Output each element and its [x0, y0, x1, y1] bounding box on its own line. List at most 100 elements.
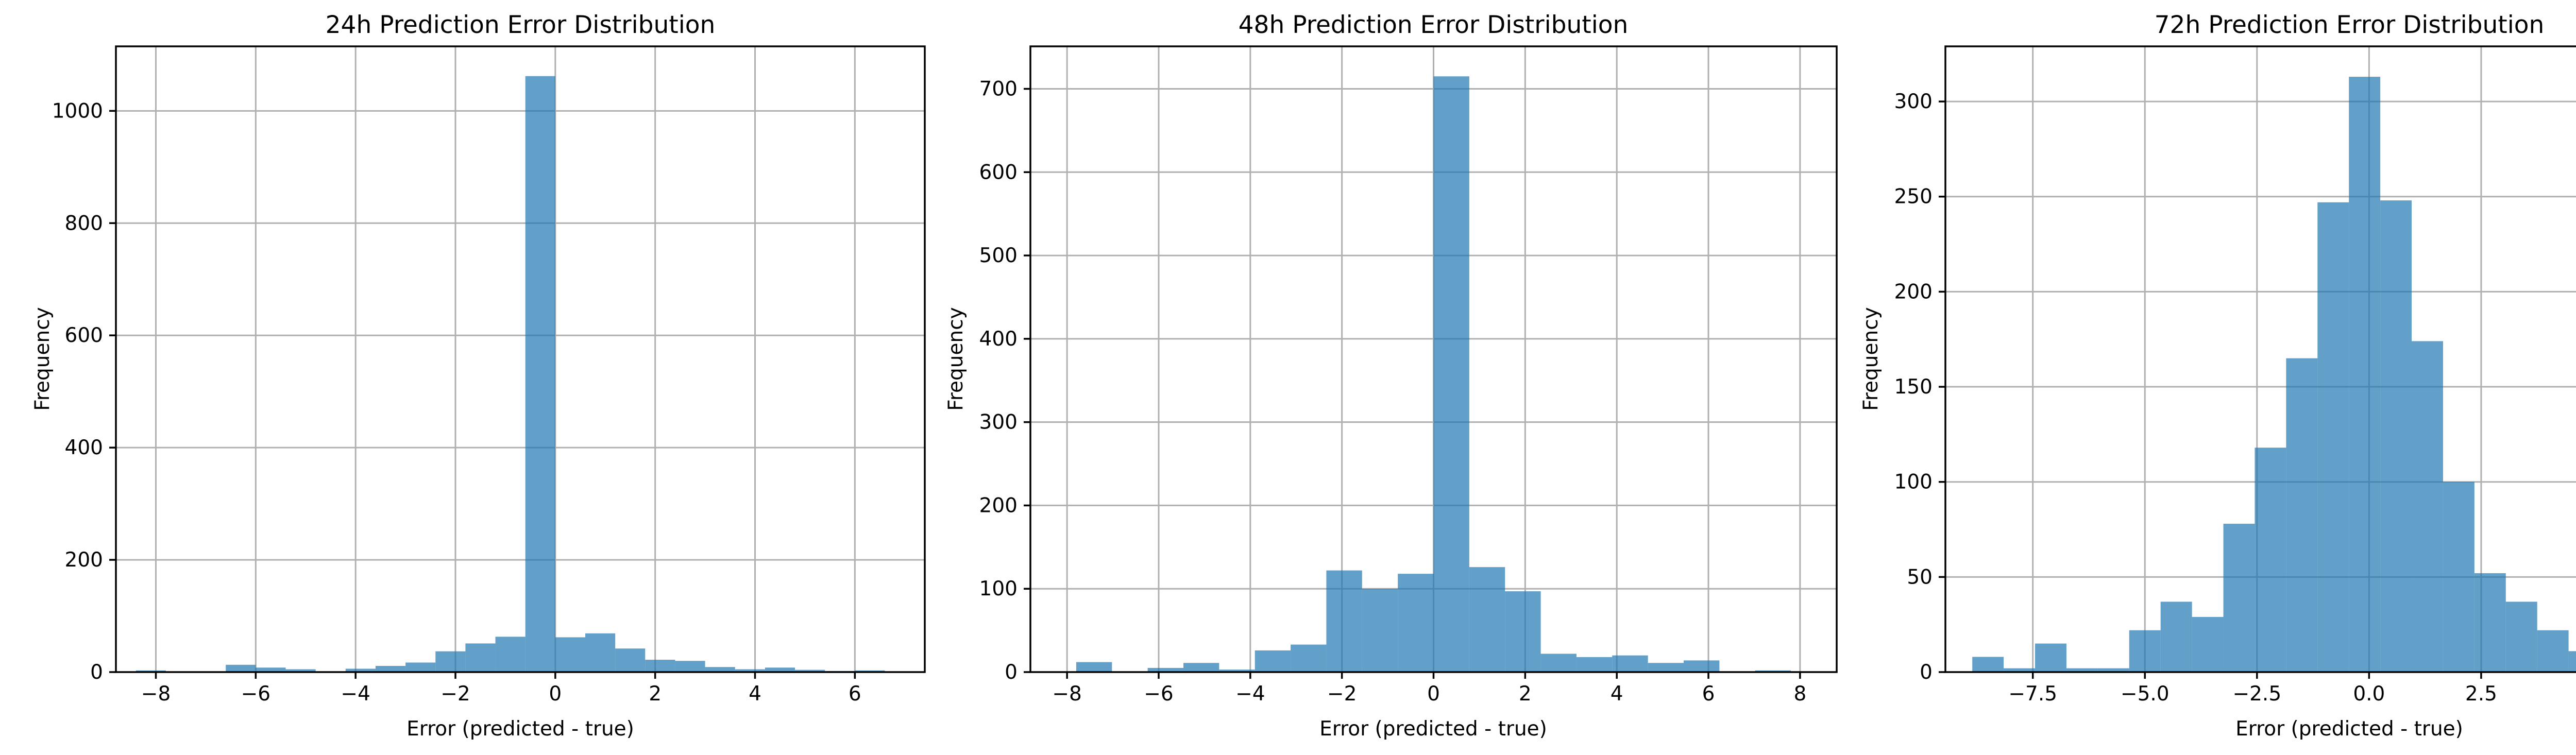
chart-title-48h: 48h Prediction Error Distribution — [1239, 11, 1629, 39]
x-tick-label: 4 — [1611, 682, 1623, 706]
histogram-bar — [2505, 602, 2537, 672]
axes-frame — [1944, 45, 2576, 673]
y-tick-label: 300 — [1894, 90, 1933, 113]
y-tick-label: 200 — [65, 548, 103, 572]
histogram-bar — [795, 670, 825, 672]
x-tick-label: −6 — [241, 682, 271, 706]
x-tick-label: −4 — [1235, 682, 1265, 706]
histogram-bar — [2349, 77, 2381, 673]
x-tick-label: −6 — [1144, 682, 1174, 706]
axes-frame — [115, 45, 926, 673]
histogram-bar — [2443, 482, 2475, 672]
grid-24h — [116, 46, 925, 673]
x-tick-label: 0 — [1427, 682, 1440, 706]
x-tick-label: −8 — [141, 682, 171, 706]
histogram-bar — [585, 633, 616, 672]
histogram-bar — [2286, 358, 2318, 672]
histogram-bar — [2412, 341, 2443, 672]
histogram-bar — [2568, 651, 2576, 672]
y-tick-label: 400 — [65, 436, 103, 459]
histogram-bar — [1612, 655, 1648, 672]
y-tick-label: 250 — [1894, 185, 1933, 209]
histogram-bar — [1972, 657, 2004, 672]
histogram-bar — [615, 648, 646, 672]
histogram-bar — [2380, 200, 2412, 672]
histogram-bar — [1147, 667, 1183, 672]
x-tick-label: −2 — [440, 682, 470, 706]
y-tick-label: 0 — [1920, 661, 1933, 684]
bars-24h — [135, 76, 885, 672]
histogram-bar — [435, 651, 466, 672]
y-tick-label: 0 — [1005, 661, 1018, 684]
histogram-bar — [525, 76, 555, 672]
x-tick-label: −4 — [341, 682, 370, 706]
histogram-bar — [1684, 660, 1720, 672]
bars-72h — [1972, 77, 2576, 673]
x-tick-label: 6 — [849, 682, 861, 706]
histogram-bar — [1183, 663, 1219, 672]
y-tick-label: 150 — [1894, 375, 1933, 399]
x-tick-label: 2 — [649, 682, 662, 706]
y-tick-label: 1000 — [52, 99, 103, 123]
histogram-48h: −8 −6 −4 −2 0 2 4 6 8 0 100 200 300 400 500 600 700 48h … — [944, 11, 1838, 741]
y-tick-label: 50 — [1907, 565, 1933, 589]
x-tick-label: −8 — [1052, 682, 1082, 706]
x-tick-label: 0 — [549, 682, 562, 706]
histogram-bar — [2066, 668, 2098, 672]
y-tick-label: 600 — [65, 324, 103, 347]
y-axis-label-48h: Frequency — [944, 307, 968, 410]
histogram-bar — [735, 669, 765, 672]
histogram-bar — [2004, 668, 2036, 672]
y-tick-label: 100 — [979, 577, 1018, 600]
chart-title-72h: 72h Prediction Error Distribution — [2155, 11, 2545, 39]
y-tick-label: 500 — [979, 244, 1018, 267]
histogram-bar — [1398, 574, 1434, 672]
histogram-bar — [465, 643, 496, 672]
y-tick-label: 400 — [979, 328, 1018, 351]
histogram-bar — [2537, 630, 2569, 672]
histogram-bar — [2474, 573, 2506, 672]
histogram-bar — [2097, 668, 2129, 672]
x-tick-label: −7.5 — [2008, 682, 2057, 706]
histogram-bar — [1469, 567, 1505, 672]
histogram-bar — [1648, 663, 1684, 672]
histogram-bar — [285, 669, 316, 672]
histogram-bar — [345, 668, 376, 672]
x-tick-label: −5.0 — [2121, 682, 2170, 706]
x-tick-label: 6 — [1702, 682, 1715, 706]
histogram-bar — [2035, 643, 2066, 672]
y-tick-label: 700 — [979, 78, 1018, 101]
histogram-bar — [2317, 202, 2349, 672]
histogram-24h: −8 −6 −4 −2 0 2 4 6 0 200 400 600 800 1000 24h Predic… — [31, 11, 926, 741]
y-axis-label-24h: Frequency — [31, 307, 54, 410]
histogram-bar — [675, 661, 705, 672]
x-tick-label: −2.5 — [2232, 682, 2281, 706]
histogram-bar — [256, 667, 286, 672]
x-axis-label-48h: Error (predicted - true) — [1319, 717, 1547, 741]
x-axis-label-72h: Error (predicted - true) — [2235, 717, 2463, 741]
histogram-bar — [375, 666, 406, 672]
histogram-bar — [1576, 657, 1613, 672]
histogram-bar — [1540, 654, 1577, 672]
x-tick-label: 4 — [749, 682, 761, 706]
histogram-bar — [1433, 76, 1469, 673]
y-tick-label: 800 — [65, 212, 103, 235]
histogram-bar — [495, 637, 526, 672]
x-tick-label: 0.0 — [2353, 682, 2385, 706]
histogram-bar — [405, 662, 436, 672]
histogram-bar — [1219, 670, 1255, 672]
x-tick-label: 8 — [1793, 682, 1806, 706]
histogram-bar — [555, 637, 585, 672]
histogram-bar — [645, 660, 675, 672]
histogram-bar — [2160, 602, 2192, 672]
x-tick-label: −2 — [1327, 682, 1357, 706]
histogram-bar — [1362, 589, 1398, 672]
histogram-bar — [2255, 448, 2286, 672]
x-tick-label: 2 — [1519, 682, 1532, 706]
y-axis-label-72h: Frequency — [1859, 307, 1883, 410]
histogram-bar — [1291, 644, 1327, 672]
histogram-bar — [765, 667, 795, 672]
